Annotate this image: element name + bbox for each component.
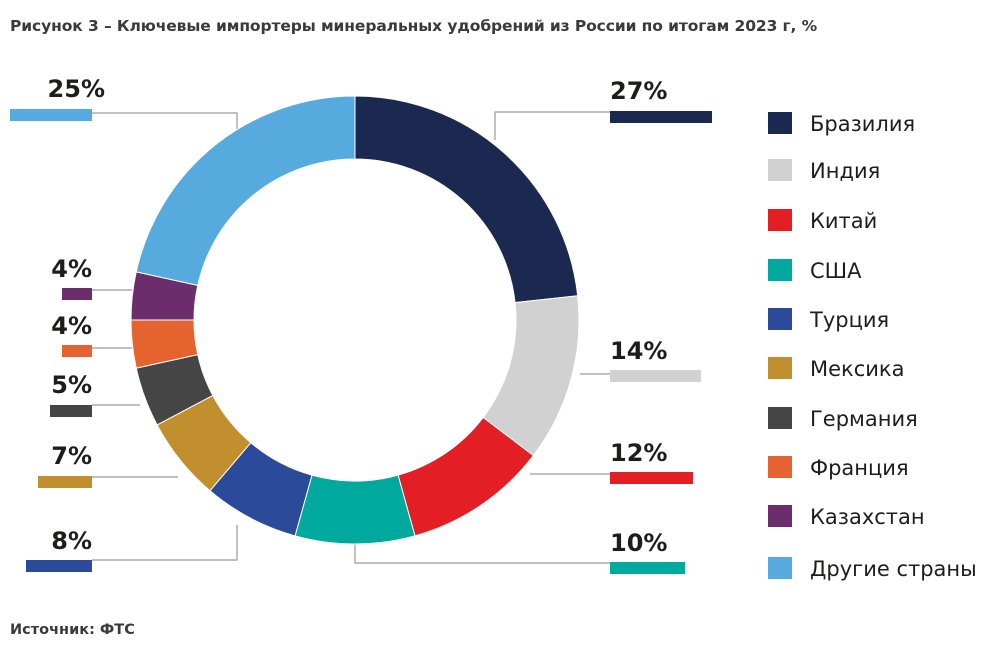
label-bar-8 [62, 345, 92, 357]
donut-slice-10 [135, 95, 356, 286]
legend-label-2: Индия [810, 159, 880, 183]
legend-swatch-8 [768, 456, 792, 478]
legend-label-5: Турция [809, 308, 889, 332]
legend-swatch-10 [768, 557, 792, 579]
value-label-3: 12% [610, 439, 667, 467]
chart-title: Рисунок 3 – Ключевые импортеры минеральн… [10, 17, 818, 35]
value-label-5: 8% [51, 527, 92, 555]
legend-label-10: Другие страны [810, 557, 977, 581]
leader-line [92, 525, 238, 561]
value-label-10: 25% [48, 75, 105, 103]
label-bar-10 [10, 109, 92, 121]
legend-label-4: США [810, 259, 862, 283]
label-bar-7 [50, 405, 92, 417]
label-bar-6 [38, 476, 92, 488]
legend-label-3: Китай [810, 209, 877, 233]
value-label-7: 5% [51, 371, 92, 399]
label-bar-9 [62, 288, 92, 300]
donut-slice-4 [294, 474, 416, 545]
leader-line [354, 540, 610, 564]
legend-swatch-7 [768, 407, 792, 429]
leader-line [92, 112, 238, 130]
donut-slice-1 [354, 95, 579, 304]
legend-label-9: Казахстан [810, 505, 925, 529]
legend-label-7: Германия [810, 407, 918, 431]
legend-swatch-6 [768, 357, 792, 379]
leader-line [494, 111, 610, 140]
value-label-9: 4% [51, 255, 92, 283]
label-bar-3 [610, 472, 693, 484]
legend-swatch-4 [768, 259, 792, 281]
legend-swatch-5 [768, 308, 792, 330]
legend-label-6: Мексика [810, 357, 904, 381]
label-bar-5 [26, 560, 92, 572]
legend-swatch-1 [768, 112, 792, 134]
label-bar-1 [610, 111, 712, 123]
legend-swatch-9 [768, 505, 792, 527]
legend-label-8: Франция [810, 456, 909, 480]
value-label-6: 7% [51, 442, 92, 470]
legend-swatch-2 [768, 159, 792, 181]
source-note: Источник: ФТС [10, 622, 135, 638]
label-bar-2 [610, 370, 701, 382]
label-bar-4 [610, 562, 685, 574]
legend-swatch-3 [768, 209, 792, 231]
value-label-2: 14% [610, 337, 667, 365]
legend-label-1: Бразилия [810, 112, 915, 136]
value-label-1: 27% [610, 77, 667, 105]
value-label-4: 10% [610, 529, 667, 557]
value-label-8: 4% [51, 312, 92, 340]
